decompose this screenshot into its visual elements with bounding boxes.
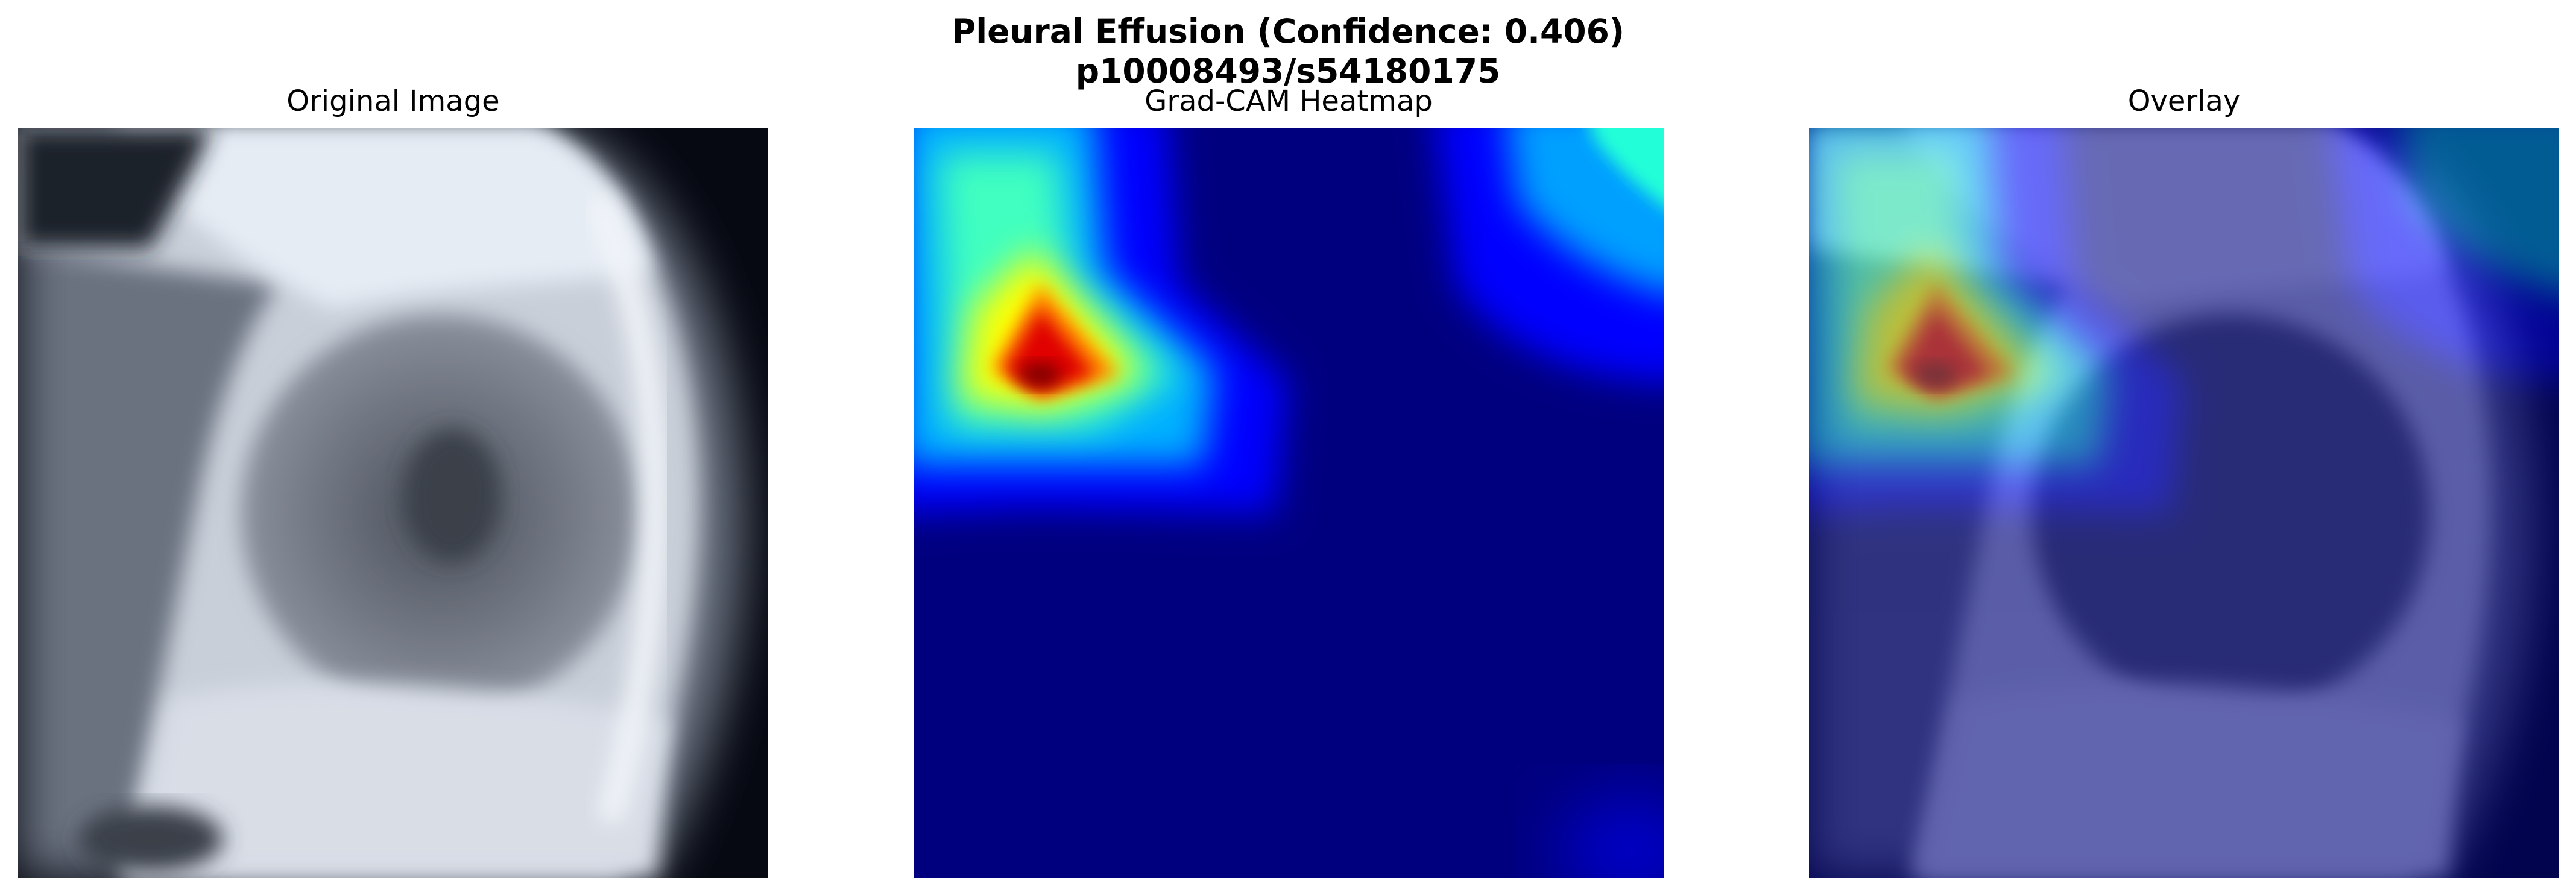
gradcam-heatmap-image: [914, 128, 1664, 878]
overlay-image: [1809, 128, 2559, 878]
heatmap-title: Grad-CAM Heatmap: [1144, 84, 1433, 118]
figure-title: Pleural Effusion (Confidence: 0.406): [951, 12, 1624, 51]
xray-graphic: [18, 128, 768, 878]
heatmap-graphic: [914, 128, 1664, 878]
overlay-graphic: [1809, 128, 2559, 878]
overlay-title: Overlay: [2127, 84, 2241, 118]
original-xray-image: [18, 128, 768, 878]
figure-subtitle: p10008493/s54180175: [1075, 52, 1501, 90]
original-image-title: Original Image: [286, 84, 500, 118]
